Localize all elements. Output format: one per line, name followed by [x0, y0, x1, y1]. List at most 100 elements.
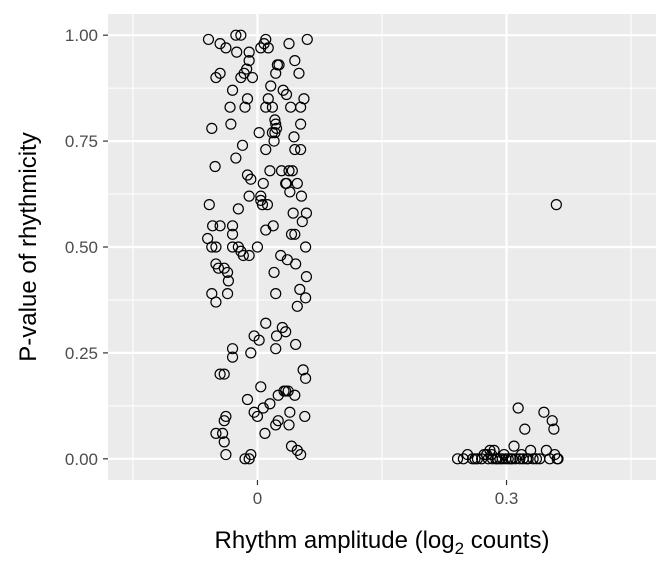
x-axis-title-rest: counts) [464, 527, 549, 554]
data-point [260, 317, 272, 329]
data-point [506, 453, 518, 465]
data-point [295, 448, 307, 461]
data-point [510, 453, 522, 465]
data-point [262, 42, 274, 54]
data-point [235, 29, 247, 41]
data-point [220, 448, 232, 461]
data-point [210, 427, 222, 439]
data-point [275, 165, 288, 177]
data-point [225, 118, 237, 130]
data-point [546, 415, 558, 427]
data-point [284, 406, 296, 418]
data-point [289, 54, 301, 67]
data-point [231, 46, 243, 58]
data-point [285, 228, 298, 240]
data-point [287, 207, 299, 219]
data-point [300, 372, 312, 384]
data-point [202, 33, 215, 46]
data-point [212, 262, 225, 274]
data-point [283, 419, 295, 431]
data-point [243, 190, 255, 202]
data-point [251, 241, 264, 253]
x-tick-label: 0.3 [495, 489, 519, 508]
data-point [226, 343, 239, 355]
data-point [530, 453, 543, 465]
data-point [265, 80, 277, 92]
y-tick-label: 1.00 [65, 26, 98, 45]
data-point [245, 173, 257, 185]
data-point [291, 177, 303, 190]
data-point [280, 326, 292, 338]
data-point [255, 381, 267, 393]
data-point [218, 436, 230, 448]
data-point [245, 347, 257, 359]
data-point [260, 224, 272, 236]
data-point [264, 165, 276, 177]
data-point [210, 71, 222, 84]
data-point [221, 266, 234, 279]
data-point [286, 165, 298, 177]
y-tick-label: 0.50 [65, 238, 98, 257]
data-point [239, 453, 251, 465]
data-point [457, 453, 469, 465]
data-point [295, 143, 307, 156]
y-axis: 0.00 0.25 0.50 0.75 1.00 [65, 26, 108, 469]
data-point [253, 127, 265, 139]
x-axis-title: Rhythm amplitude (log2 counts) [215, 527, 550, 558]
data-point [289, 143, 301, 156]
data-point [538, 406, 550, 418]
data-point [300, 241, 312, 253]
data-point [206, 122, 218, 134]
data-point [222, 275, 234, 287]
data-point [283, 38, 295, 50]
y-axis-title: P-value of rhythmicity [15, 132, 42, 361]
data-point [294, 283, 306, 295]
data-point [241, 93, 254, 105]
data-point [278, 385, 290, 397]
data-point [218, 368, 230, 380]
data-point [251, 410, 264, 423]
data-point [268, 135, 280, 147]
data-point [241, 63, 253, 75]
data-point [270, 330, 283, 342]
data-point [272, 415, 284, 427]
data-point [519, 423, 531, 435]
data-point [226, 228, 239, 240]
data-point [255, 190, 267, 202]
data-point [290, 258, 302, 270]
data-point [270, 288, 282, 300]
data-point [273, 59, 285, 71]
data-point [270, 343, 282, 355]
x-axis-title-main: Rhythm amplitude (log [215, 527, 455, 554]
data-point [210, 241, 222, 253]
data-point [297, 364, 309, 376]
data-point [241, 393, 254, 406]
data-point [280, 88, 293, 101]
data-point [289, 228, 301, 240]
data-point [246, 71, 259, 84]
data-point [300, 271, 313, 283]
data-point [295, 118, 307, 130]
data-point [256, 199, 269, 211]
data-point [512, 402, 524, 414]
data-point [282, 385, 294, 397]
data-point [269, 114, 281, 126]
data-point [214, 220, 226, 232]
data-point [218, 415, 230, 427]
x-axis-title-subscript: 2 [455, 539, 464, 558]
data-point [245, 448, 257, 461]
data-point [214, 38, 226, 50]
data-point [224, 101, 236, 113]
data-point [207, 220, 219, 232]
data-points [202, 29, 564, 465]
data-point [266, 101, 278, 113]
data-point [210, 296, 222, 308]
data-point [260, 33, 272, 46]
data-point [230, 29, 242, 41]
data-point [226, 220, 239, 232]
y-tick-label: 0.00 [65, 450, 98, 469]
data-point [257, 177, 269, 190]
major-gridlines [108, 14, 656, 480]
data-point [260, 101, 272, 113]
